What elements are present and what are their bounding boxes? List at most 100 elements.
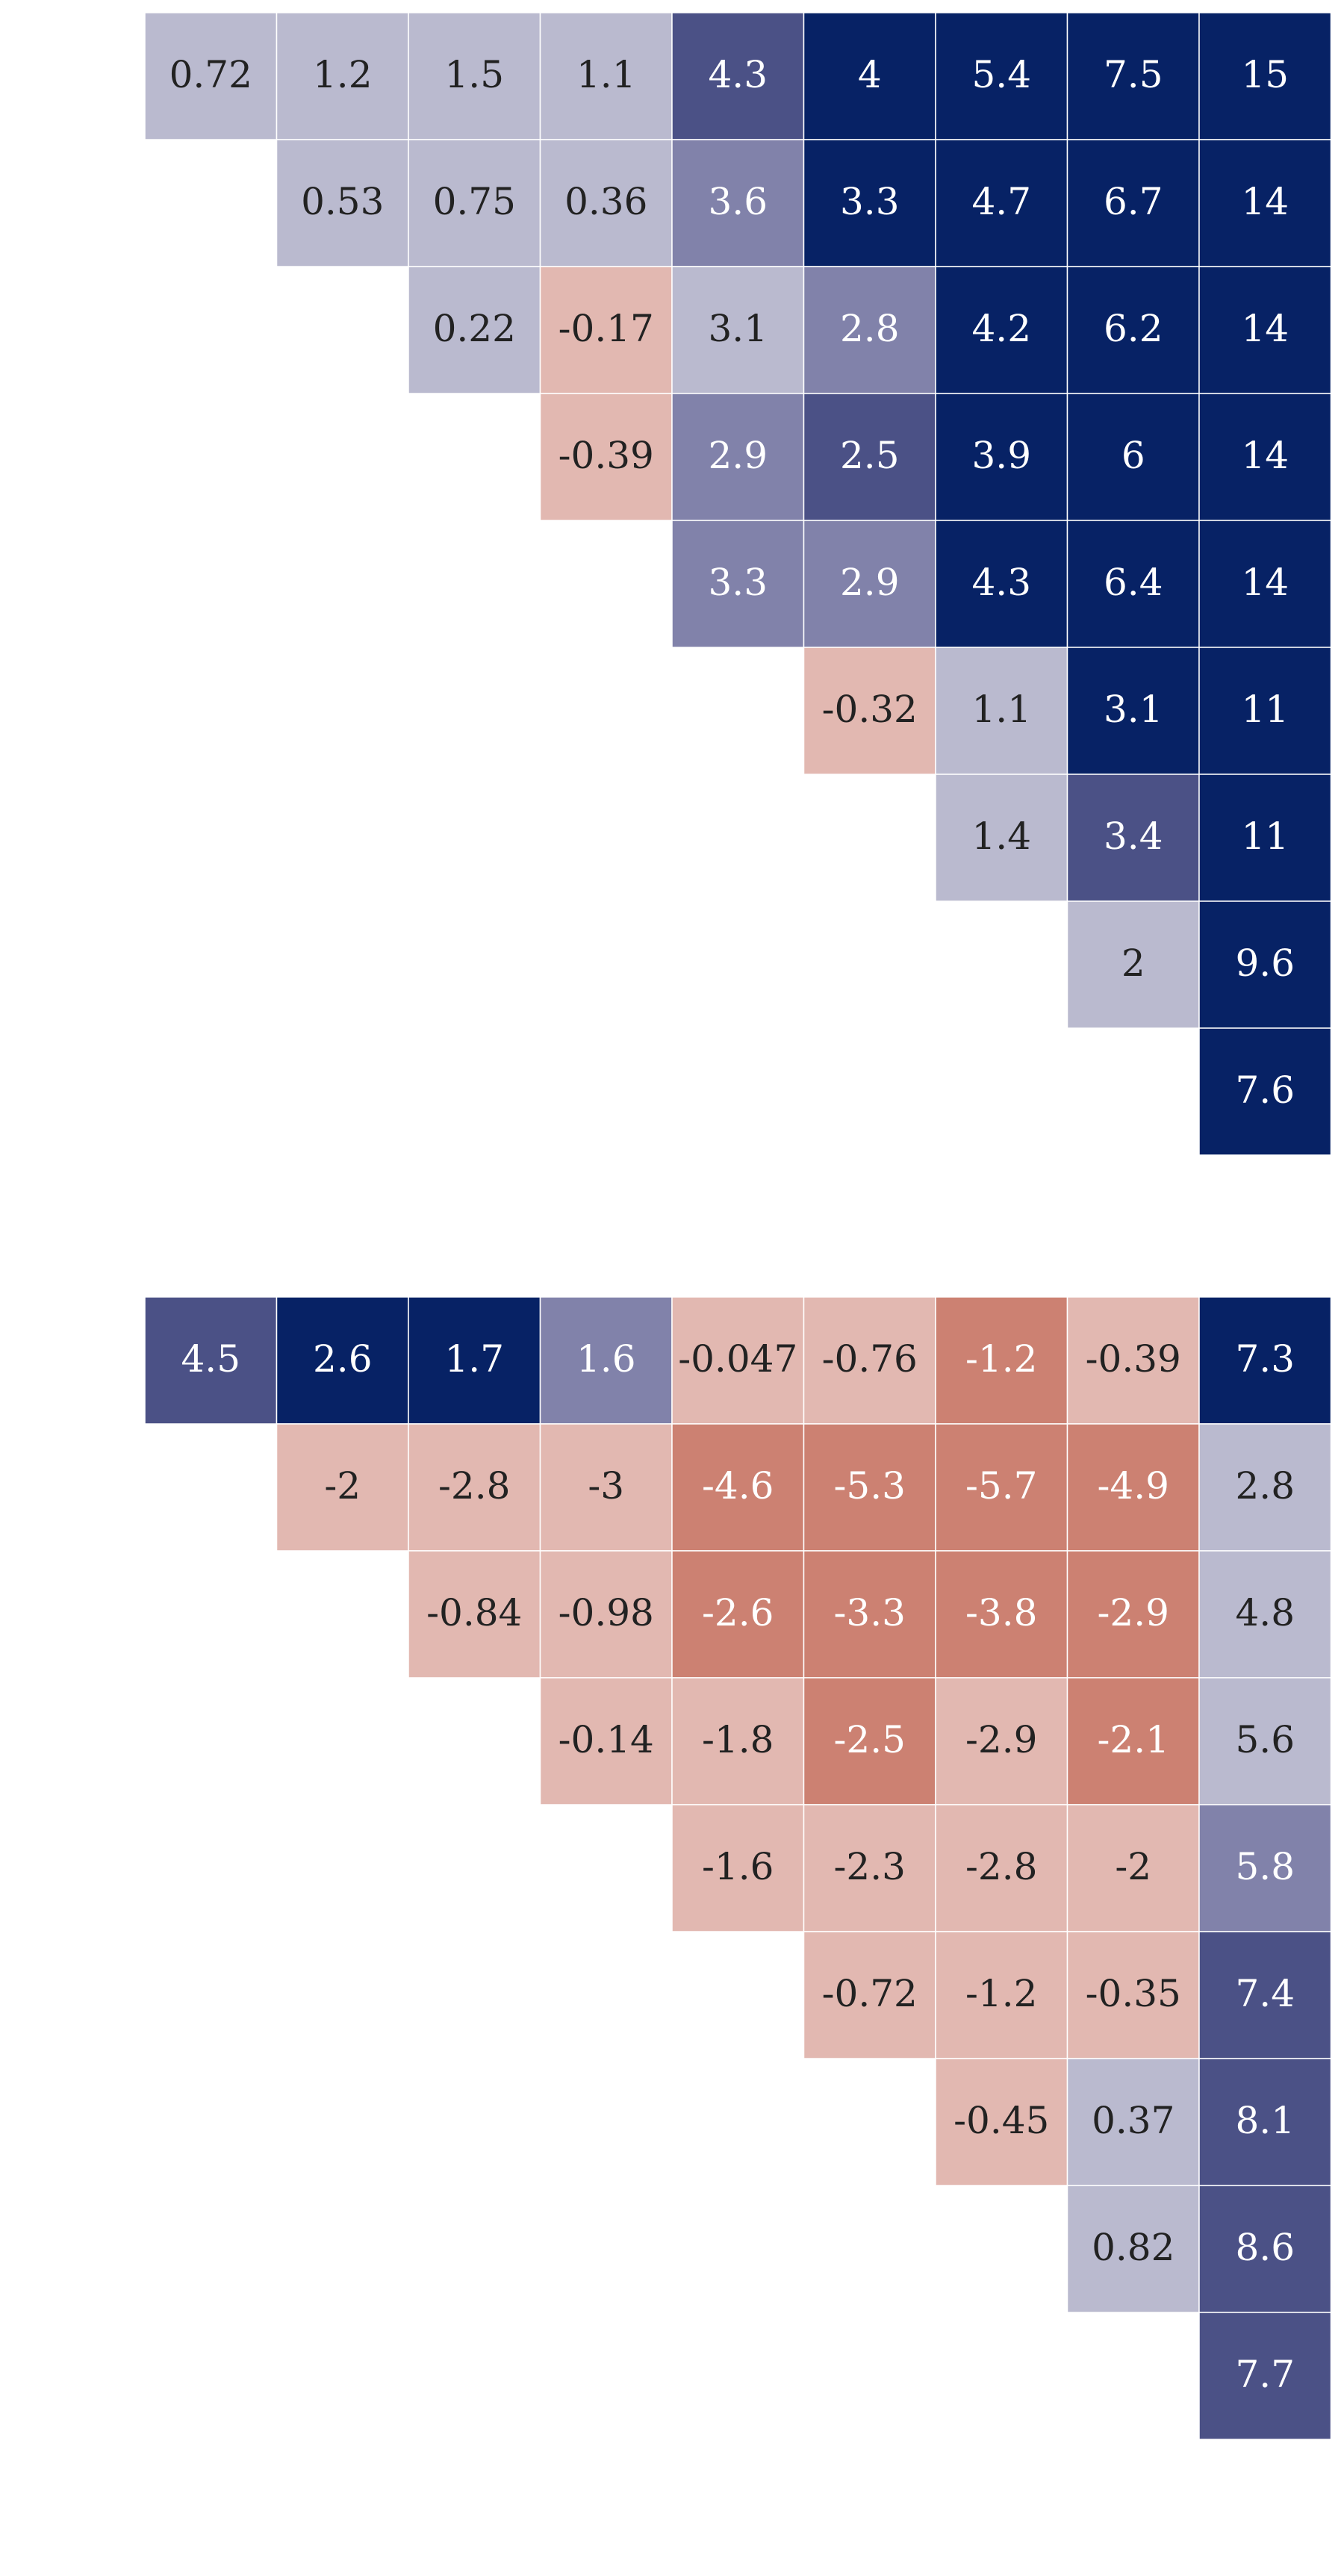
heatmap-bottom-label-r3-c5: -2.5: [834, 1718, 906, 1761]
heatmap-top-cell-r0-c2: [408, 12, 541, 140]
heatmap-top-label-r1-c7: 6.7: [1104, 180, 1163, 223]
heatmap-top-cell-r3-c5: [803, 393, 936, 521]
heatmap-top-label-r0-c8: 15: [1241, 53, 1289, 96]
heatmap-top-label-r1-c5: 3.3: [840, 180, 900, 223]
heatmap-top-cell-r1-c8: [1198, 139, 1332, 267]
heatmap-bottom-label-r3-c8: 5.6: [1235, 1718, 1295, 1761]
heatmap-top-label-r1-c6: 4.7: [971, 180, 1031, 223]
heatmap-bottom-cell-r4-c8: [1198, 1804, 1332, 1932]
heatmap-top-cell-r0-c1: [276, 12, 409, 140]
heatmap-bottom-label-r2-c3: -0.98: [559, 1591, 654, 1634]
heatmap-top-label-r0-c2: 1.5: [444, 53, 504, 96]
heatmap-top-cell-r3-c7: [1066, 393, 1200, 521]
heatmap-bottom-label-r4-c5: -2.3: [834, 1845, 906, 1888]
heatmap-top-cell-r0-c7: [1066, 12, 1200, 140]
heatmap-bottom-cell-r0-c0: [144, 1296, 278, 1425]
heatmap-bottom-cell-r1-c7: [1066, 1423, 1200, 1552]
heatmap-top-label-r4-c6: 4.3: [971, 561, 1031, 604]
heatmap-top-label-r4-c4: 3.3: [708, 561, 768, 604]
heatmap-bottom-cell-r0-c2: [408, 1296, 541, 1425]
heatmap-top-label-r2-c6: 4.2: [971, 307, 1031, 350]
heatmap-top-cell-r1-c3: [539, 139, 673, 267]
heatmap-top-cell-r4-c4: [671, 520, 805, 648]
heatmap-bottom-label-r2-c2: -0.84: [426, 1591, 522, 1634]
heatmap-top-label-r0-c6: 5.4: [971, 53, 1031, 96]
heatmap-top-cell-r0-c0: [144, 12, 278, 140]
heatmap-bottom-cell-r3-c7: [1066, 1677, 1200, 1805]
heatmap-top-cell-r0-c5: [803, 12, 936, 140]
heatmap-top-cell-r2-c5: [803, 266, 936, 394]
heatmap-bottom-label-r8-c8: 7.7: [1235, 2353, 1295, 2396]
heatmap-top-label-r2-c5: 2.8: [840, 307, 900, 350]
heatmap-top-label-r1-c2: 0.75: [433, 180, 516, 223]
heatmap-top-label-r2-c3: -0.17: [559, 307, 654, 350]
heatmap-top-label-r2-c7: 6.2: [1104, 307, 1163, 350]
heatmap-top-label-r2-c2: 0.22: [433, 307, 516, 350]
heatmap-top-label-r0-c5: 4: [858, 53, 882, 96]
heatmap-top-cell-r5-c8: [1198, 647, 1332, 775]
heatmap-bottom-cell-r1-c5: [803, 1423, 936, 1552]
heatmap-bottom-label-r1-c2: -2.8: [438, 1464, 510, 1508]
heatmap-bottom-label-r7-c8: 8.6: [1235, 2226, 1295, 2269]
heatmap-top-label-r5-c6: 1.1: [971, 688, 1031, 731]
heatmap-top-cell-r2-c3: [539, 266, 673, 394]
heatmap-bottom-label-r2-c4: -2.6: [702, 1591, 774, 1634]
heatmap-bottom-cell-r0-c4: [671, 1296, 805, 1425]
heatmap-bottom-label-r0-c4: -0.047: [678, 1337, 797, 1381]
heatmap-top-label-r1-c8: 14: [1241, 180, 1289, 223]
heatmap-bottom-label-r1-c4: -4.6: [702, 1464, 774, 1508]
heatmap-bottom-label-r0-c2: 1.7: [444, 1337, 504, 1381]
heatmap-bottom-cell-r6-c8: [1198, 2058, 1332, 2186]
heatmap-top-cell-r3-c3: [539, 393, 673, 521]
heatmap-top-label-r5-c8: 11: [1241, 688, 1289, 731]
heatmap-bottom-label-r2-c8: 4.8: [1235, 1591, 1295, 1634]
heatmap-bottom-label-r6-c8: 8.1: [1235, 2099, 1295, 2142]
heatmap-top-label-r8-c8: 7.6: [1235, 1068, 1295, 1112]
heatmap-top-label-r4-c8: 14: [1241, 561, 1289, 604]
heatmap-bottom-label-r1-c6: -5.7: [965, 1464, 1037, 1508]
heatmap-top-label-r3-c3: -0.39: [559, 434, 654, 477]
heatmap-bottom-label-r2-c5: -3.3: [834, 1591, 906, 1634]
heatmap-bottom-cell-r0-c3: [539, 1296, 673, 1425]
heatmap-top-cell-r6-c6: [935, 774, 1068, 902]
heatmap-top-cell-r8-c8: [1198, 1027, 1332, 1156]
heatmap-bottom-cell-r4-c7: [1066, 1804, 1200, 1932]
heatmap-bottom-label-r7-c7: 0.82: [1092, 2226, 1175, 2269]
heatmap-bottom-cell-r5-c6: [935, 1931, 1068, 2059]
heatmap-bottom-label-r3-c6: -2.9: [965, 1718, 1037, 1761]
heatmap-bottom-label-r3-c3: -0.14: [559, 1718, 654, 1761]
heatmap-bottom-label-r0-c3: 1.6: [576, 1337, 636, 1381]
heatmap-top-label-r5-c5: -0.32: [822, 688, 918, 731]
heatmap-top-cell-r2-c7: [1066, 266, 1200, 394]
heatmap-bottom-cell-r4-c5: [803, 1804, 936, 1932]
heatmap-bottom-cell-r0-c8: [1198, 1296, 1332, 1425]
heatmap-bottom-label-r5-c8: 7.4: [1235, 1972, 1295, 2015]
heatmap-top-label-r6-c8: 11: [1241, 815, 1289, 858]
heatmap-bottom-cell-r6-c7: [1066, 2058, 1200, 2186]
heatmap-top-cell-r1-c4: [671, 139, 805, 267]
heatmap-top-cell-r6-c8: [1198, 774, 1332, 902]
heatmap-bottom-label-r4-c7: -2: [1115, 1845, 1151, 1888]
heatmap-bottom-label-r0-c6: -1.2: [965, 1337, 1037, 1381]
heatmap-top-label-r1-c4: 3.6: [708, 180, 768, 223]
heatmap-bottom-cell-r0-c1: [276, 1296, 409, 1425]
heatmap-top-label-r7-c7: 2: [1121, 942, 1145, 985]
heatmap-top-cell-r3-c8: [1198, 393, 1332, 521]
heatmap-top-label-r3-c8: 14: [1241, 434, 1289, 477]
heatmap-bottom-label-r1-c7: -4.9: [1098, 1464, 1169, 1508]
heatmap-bottom-label-r4-c8: 5.8: [1235, 1845, 1295, 1888]
heatmap-bottom-cell-r2-c7: [1066, 1550, 1200, 1679]
heatmap-bottom-label-r1-c8: 2.8: [1235, 1464, 1295, 1508]
heatmap-bottom-label-r3-c7: -2.1: [1098, 1718, 1169, 1761]
heatmap-bottom-label-r4-c6: -2.8: [965, 1845, 1037, 1888]
heatmap-bottom-cell-r5-c8: [1198, 1931, 1332, 2059]
heatmap-bottom-label-r5-c6: -1.2: [965, 1972, 1037, 2015]
heatmap-bottom-cell-r1-c2: [408, 1423, 541, 1552]
heatmap-bottom-svg: 4.5 2.6 1.7 1.6 -0.047 -0.76 -1.2 -0.39 7.3 -2 -2.…: [144, 1296, 1332, 2440]
heatmap-bottom-label-r0-c5: -0.76: [822, 1337, 918, 1381]
heatmap-bottom-cell-r5-c5: [803, 1931, 936, 2059]
heatmap-bottom-cell-r2-c6: [935, 1550, 1068, 1679]
heatmap-top-cell-r1-c1: [276, 139, 409, 267]
heatmap-bottom-cell-r2-c3: [539, 1550, 673, 1679]
heatmap-top-svg: 0.72 1.2 1.5 1.1 4.3 4 5.4 7.5 15 0.53 0.75 0.36 3.6…: [144, 12, 1332, 1156]
